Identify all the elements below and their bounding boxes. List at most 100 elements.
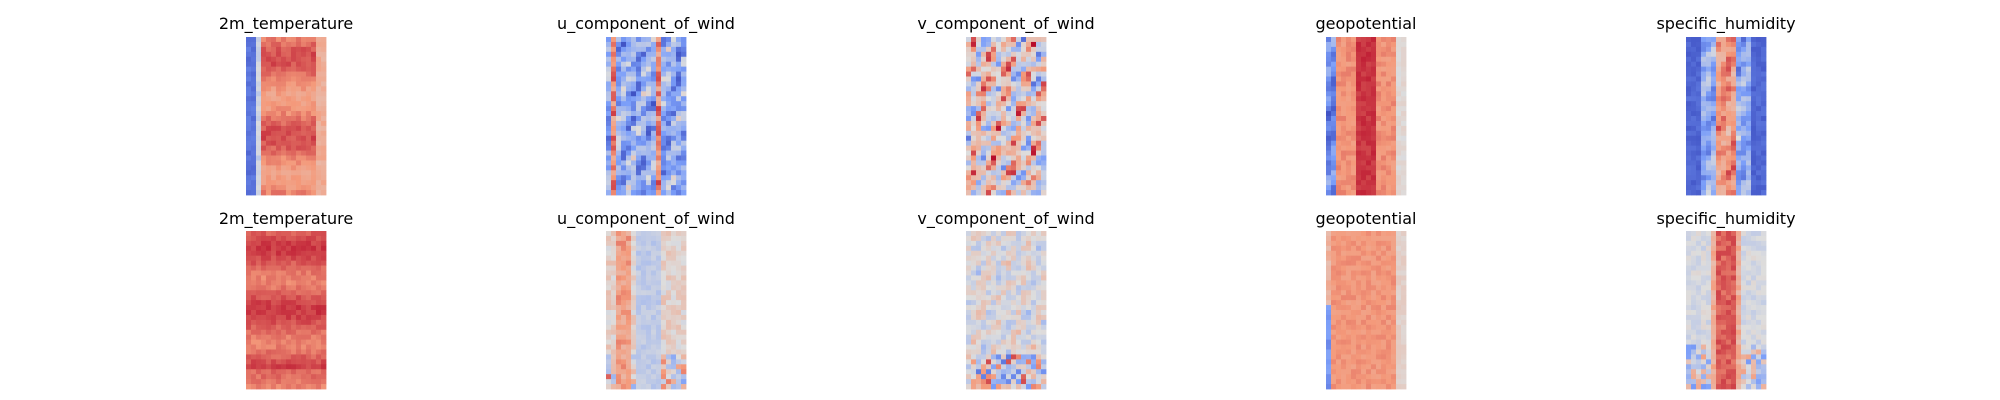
heatmap-cell: [1691, 71, 1697, 77]
heatmap-cell: [1396, 96, 1402, 102]
heatmap-cell: [1386, 106, 1392, 112]
heatmap-cell: [1326, 56, 1332, 63]
heatmap-cell: [271, 135, 277, 142]
heatmap-cell: [1331, 91, 1337, 97]
heatmap-cell: [606, 76, 612, 82]
heatmap-cell: [671, 160, 677, 166]
heatmap-cell: [276, 125, 282, 132]
heatmap-cell: [1381, 300, 1387, 306]
heatmap-cell: [1401, 260, 1407, 266]
heatmap-cell: [1716, 255, 1722, 262]
heatmap-cell: [246, 314, 252, 321]
heatmap-cell: [251, 37, 257, 43]
heatmap-cell: [1756, 145, 1762, 151]
heatmap-cell: [301, 150, 307, 156]
heatmap-cell: [1701, 165, 1707, 171]
heatmap-cell: [261, 319, 267, 326]
heatmap-cell: [291, 116, 297, 122]
heatmap-cell: [1391, 295, 1397, 301]
heatmap-cell: [1746, 130, 1752, 137]
heatmap-cell: [606, 290, 612, 296]
heatmap-cell: [616, 175, 622, 181]
heatmap-cell: [671, 150, 677, 156]
heatmap-cell: [1351, 46, 1357, 53]
heatmap-cell: [1751, 155, 1757, 161]
heatmap-cell: [311, 160, 317, 166]
heatmap-cell: [991, 180, 997, 186]
heatmap-cell: [1006, 305, 1012, 311]
heatmap-cell: [656, 96, 662, 102]
heatmap-cell: [996, 106, 1002, 112]
heatmap-cell: [1701, 190, 1707, 196]
heatmap-cell: [1346, 155, 1352, 161]
heatmap-cell: [631, 165, 637, 171]
heatmap-cell: [276, 319, 282, 326]
heatmap-cell: [1341, 135, 1347, 142]
heatmap-cell: [976, 314, 982, 321]
heatmap-cell: [1346, 185, 1352, 191]
heatmap-cell: [1341, 125, 1347, 132]
heatmap-panel: 2m_temperature: [219, 209, 353, 390]
heatmap-cell: [1751, 150, 1757, 156]
heatmap-cell: [1721, 61, 1727, 68]
heatmap-cell: [291, 165, 297, 171]
heatmap-cell: [1756, 324, 1762, 331]
heatmap-cell: [316, 170, 322, 176]
heatmap-cell: [1001, 300, 1007, 306]
heatmap-cell: [301, 120, 307, 127]
heatmap-cell: [1706, 86, 1712, 92]
heatmap-cell: [1706, 310, 1712, 316]
heatmap-cell: [251, 250, 257, 257]
heatmap-cell: [321, 245, 327, 252]
heatmap-cell: [1041, 235, 1047, 242]
heatmap-cell: [651, 369, 657, 375]
heatmap-cell: [291, 250, 297, 257]
heatmap-cell: [1381, 295, 1387, 301]
heatmap-cell: [636, 384, 642, 390]
heatmap-cell: [251, 145, 257, 151]
heatmap-cell: [666, 305, 672, 311]
heatmap-cell: [666, 61, 672, 68]
heatmap-cell: [301, 155, 307, 161]
heatmap-cell: [1386, 329, 1392, 336]
heatmap-cell: [271, 61, 277, 68]
heatmap-cell: [621, 379, 627, 385]
heatmap-cell: [1381, 81, 1387, 87]
heatmap-cell: [616, 314, 622, 321]
heatmap-cell: [966, 101, 972, 107]
heatmap-cell: [661, 37, 667, 43]
heatmap-cell: [611, 160, 617, 166]
heatmap-cell: [281, 76, 287, 82]
heatmap-cell: [1356, 305, 1362, 311]
heatmap-cell: [611, 76, 617, 82]
heatmap-cell: [1706, 91, 1712, 97]
heatmap-cell: [1371, 106, 1377, 112]
heatmap-cell: [1401, 71, 1407, 77]
heatmap-cell: [681, 334, 687, 341]
heatmap-cell: [661, 71, 667, 77]
heatmap-cell: [276, 66, 282, 72]
heatmap-cell: [316, 125, 322, 132]
heatmap-cell: [1361, 344, 1367, 350]
heatmap-cell: [641, 41, 647, 48]
heatmap-cell: [261, 150, 267, 156]
heatmap-cell: [321, 329, 327, 336]
heatmap-cell: [1016, 150, 1022, 156]
heatmap-cell: [1006, 314, 1012, 321]
heatmap-cell: [1371, 231, 1377, 237]
heatmap-cell: [1686, 165, 1692, 171]
heatmap-cell: [1021, 61, 1027, 68]
heatmap-cell: [1361, 66, 1367, 72]
heatmap-cell: [1336, 354, 1342, 360]
heatmap-cell: [281, 270, 287, 276]
heatmap-cell: [996, 185, 1002, 191]
heatmap-cell: [261, 295, 267, 301]
heatmap-cell: [291, 384, 297, 390]
heatmap-cell: [1386, 379, 1392, 385]
heatmap-cell: [1006, 275, 1012, 281]
heatmap-cell: [1721, 280, 1727, 286]
heatmap-cell: [246, 51, 252, 58]
heatmap-cell: [966, 374, 972, 380]
heatmap-cell: [1341, 231, 1347, 237]
heatmap-cell: [1031, 265, 1037, 271]
